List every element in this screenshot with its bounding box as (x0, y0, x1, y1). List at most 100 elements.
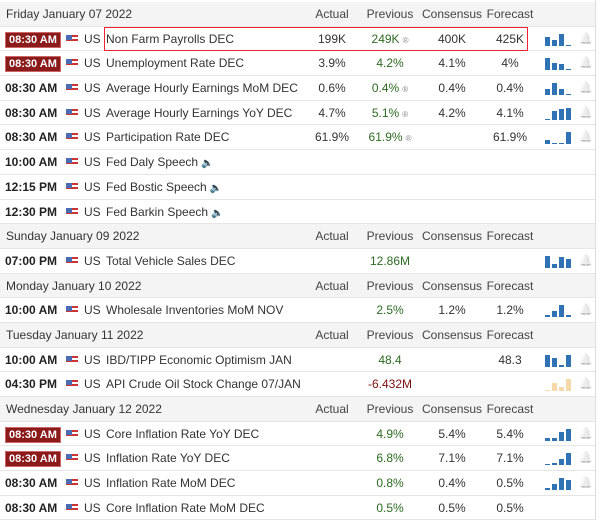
event-row[interactable]: 08:30 AM US Inflation Rate MoM DEC 0.8% 0.4%… (0, 471, 595, 496)
event-name-text: Core Inflation Rate YoY DEC (106, 426, 260, 441)
history-chart-icon[interactable] (545, 379, 571, 392)
column-header-consensus: Consensus (422, 7, 483, 21)
forecast-value: 1.2% (496, 303, 524, 318)
event-row[interactable]: 04:30 PM US API Crude Oil Stock Change 07/… (0, 372, 595, 397)
column-header-actual: Actual (315, 402, 349, 416)
event-name-text: API Crude Oil Stock Change 07/JAN (106, 377, 301, 392)
event-row[interactable]: 08:30 AM US Average Hourly Earnings YoY DE… (0, 101, 595, 126)
event-name[interactable]: Unemployment Rate DEC (106, 51, 244, 75)
history-chart-icon[interactable] (545, 33, 571, 46)
country-code: US (84, 105, 101, 120)
event-name[interactable]: Average Hourly Earnings MoM DEC (106, 76, 298, 100)
event-name[interactable]: Fed Daly Speech 🔈 (106, 150, 214, 176)
event-row[interactable]: 08:30 AM US Unemployment Rate DEC 3.9% 4.2% 4… (0, 51, 595, 77)
previous-value-text: 6.8% (376, 451, 404, 466)
history-bar (545, 139, 550, 145)
history-chart-icon[interactable] (545, 305, 571, 318)
us-flag-icon (66, 454, 78, 463)
alert-bell-icon[interactable]: 🔔 (579, 452, 593, 465)
date-header-row: Wednesday January 12 2022 Actual Previous C… (0, 397, 595, 422)
event-name[interactable]: IBD/TIPP Economic Optimism JAN (106, 348, 292, 372)
event-time: 10:00 AM (5, 155, 58, 170)
alert-bell-icon[interactable]: 🔔 (579, 131, 593, 144)
event-row[interactable]: 08:30 AM US Participation Rate DEC 61.9% 61.… (0, 125, 595, 151)
history-bar (552, 142, 557, 145)
history-bar (566, 132, 571, 145)
alert-bell-icon[interactable]: 🔔 (579, 106, 593, 119)
event-name[interactable]: API Crude Oil Stock Change 07/JAN (106, 372, 301, 396)
event-time: 08:30 AM (5, 451, 61, 468)
column-header-previous: Previous (366, 229, 414, 244)
event-row[interactable]: 12:30 PM US Fed Barkin Speech 🔈 (0, 200, 595, 225)
event-row[interactable]: 07:00 PM US Total Vehicle Sales DEC 12.86M 🔔 (0, 249, 595, 274)
event-row[interactable]: 08:30 AM US Average Hourly Earnings MoM DE… (0, 76, 595, 101)
alert-bell-icon[interactable]: 🔔 (579, 82, 593, 95)
history-chart-icon[interactable] (545, 58, 571, 71)
event-name-text: Non Farm Payrolls DEC (106, 31, 235, 46)
column-header-forecast: Forecast (486, 278, 534, 293)
previous-value: 48.4 (360, 348, 420, 372)
event-name[interactable]: Fed Bostic Speech 🔈 (106, 175, 222, 201)
event-name[interactable]: Core Inflation Rate MoM DEC (106, 496, 265, 520)
event-row[interactable]: 10:00 AM US IBD/TIPP Economic Optimism JAN… (0, 348, 595, 373)
alert-bell-icon[interactable]: 🔔 (579, 477, 593, 490)
forecast-value: 61.9% (492, 130, 528, 145)
alert-bell-icon[interactable]: 🔔 (579, 427, 593, 440)
event-row[interactable]: 12:15 PM US Fed Bostic Speech 🔈 (0, 175, 595, 200)
history-chart-icon[interactable] (545, 453, 571, 466)
history-chart-icon[interactable] (545, 478, 571, 491)
alert-bell-icon[interactable]: 🔔 (579, 353, 593, 366)
previous-value-text: 0.5% (376, 500, 404, 515)
event-row[interactable]: 08:30 AM US Non Farm Payrolls DEC 199K 249K ®… (0, 27, 595, 52)
history-bar (545, 315, 550, 318)
country-code: US (84, 31, 101, 46)
event-name[interactable]: Total Vehicle Sales DEC (106, 249, 235, 273)
event-time: 08:30 AM (5, 105, 58, 120)
event-row[interactable]: 10:00 AM US Fed Daly Speech 🔈 (0, 150, 595, 175)
history-chart-icon[interactable] (545, 255, 571, 268)
column-header-actual: Actual (315, 229, 349, 244)
history-chart-icon[interactable] (545, 354, 571, 367)
event-name[interactable]: Inflation Rate YoY DEC (106, 446, 230, 470)
alert-bell-icon[interactable]: 🔔 (579, 254, 593, 267)
event-name[interactable]: Core Inflation Rate YoY DEC (106, 422, 259, 446)
country-code: US (84, 500, 101, 515)
event-name-text: Unemployment Rate DEC (106, 56, 245, 71)
event-name[interactable]: Average Hourly Earnings YoY DEC (106, 101, 292, 125)
event-name[interactable]: Inflation Rate MoM DEC (106, 471, 235, 495)
previous-value-text: 5.1% (371, 105, 400, 120)
consensus-value: 0.4% (438, 81, 466, 96)
event-name[interactable]: Participation Rate DEC (106, 125, 229, 149)
column-header-forecast: Forecast (486, 402, 534, 416)
event-name[interactable]: Wholesale Inventories MoM NOV (106, 298, 283, 322)
alert-bell-icon[interactable]: 🔔 (579, 378, 593, 391)
event-name-text: Inflation Rate YoY DEC (106, 451, 230, 466)
event-row[interactable]: 08:30 AM US Core Inflation Rate MoM DEC 0.5… (0, 496, 595, 521)
date-label: Sunday January 09 2022 (6, 229, 140, 244)
history-chart-icon[interactable] (545, 428, 571, 441)
alert-bell-icon[interactable]: 🔔 (579, 304, 593, 317)
event-time: 08:30 AM (5, 476, 58, 491)
country-code: US (84, 253, 101, 268)
history-bar (559, 432, 564, 441)
alert-bell-icon[interactable]: 🔔 (579, 32, 593, 45)
event-row[interactable]: 10:00 AM US Wholesale Inventories MoM NOV 2… (0, 298, 595, 323)
consensus-value: 5.4% (438, 426, 466, 441)
forecast-value: 7.1% (496, 451, 524, 466)
previous-value: 0.5% (360, 496, 420, 520)
alert-bell-icon[interactable]: 🔔 (579, 57, 593, 70)
us-flag-icon (66, 256, 78, 265)
event-name[interactable]: Fed Barkin Speech 🔈 (106, 200, 224, 226)
us-flag-icon (66, 84, 78, 93)
event-row[interactable]: 08:30 AM US Inflation Rate YoY DEC 6.8% 7.1%… (0, 446, 595, 472)
history-bar (566, 93, 571, 96)
history-chart-icon[interactable] (545, 83, 571, 96)
history-chart-icon[interactable] (545, 132, 571, 145)
revised-icon: ® (402, 109, 409, 119)
history-chart-icon[interactable] (545, 107, 571, 120)
event-name-text: Participation Rate DEC (106, 130, 230, 145)
event-name[interactable]: Non Farm Payrolls DEC (106, 27, 234, 51)
event-row[interactable]: 08:30 AM US Core Inflation Rate YoY DEC 4.9… (0, 422, 595, 447)
previous-value: 5.1% ® (360, 101, 420, 127)
